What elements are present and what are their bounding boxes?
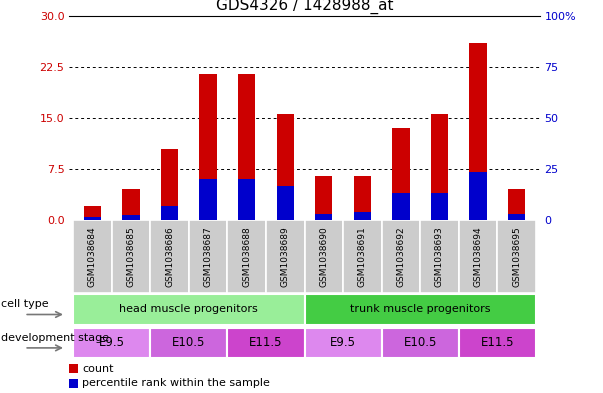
Bar — [315, 176, 332, 220]
Text: GSM1038688: GSM1038688 — [242, 226, 251, 287]
Bar — [382, 327, 459, 358]
Text: GSM1038685: GSM1038685 — [127, 226, 136, 287]
Bar — [150, 220, 189, 293]
Bar — [392, 128, 409, 220]
Bar — [277, 186, 294, 220]
Bar — [69, 364, 78, 373]
Text: E10.5: E10.5 — [403, 336, 437, 349]
Text: E9.5: E9.5 — [330, 336, 356, 349]
Bar — [508, 189, 525, 220]
Text: E9.5: E9.5 — [99, 336, 125, 349]
Bar — [200, 73, 217, 220]
Text: E11.5: E11.5 — [249, 336, 283, 349]
Text: head muscle progenitors: head muscle progenitors — [119, 305, 258, 314]
Bar — [277, 114, 294, 220]
Bar — [497, 220, 536, 293]
Bar — [122, 189, 140, 220]
Bar — [508, 214, 525, 220]
Bar — [238, 73, 255, 220]
Bar — [392, 193, 409, 220]
Text: GSM1038686: GSM1038686 — [165, 226, 174, 287]
Text: GSM1038691: GSM1038691 — [358, 226, 367, 287]
Text: count: count — [82, 364, 113, 374]
Bar — [161, 206, 178, 220]
Bar — [469, 43, 487, 220]
Bar — [305, 220, 343, 293]
Bar — [459, 327, 536, 358]
Bar — [73, 294, 305, 325]
Text: GSM1038692: GSM1038692 — [396, 226, 405, 287]
Bar — [431, 114, 448, 220]
Text: GSM1038689: GSM1038689 — [281, 226, 289, 287]
Bar — [431, 193, 448, 220]
Title: GDS4326 / 1428988_at: GDS4326 / 1428988_at — [216, 0, 393, 15]
Text: GSM1038690: GSM1038690 — [320, 226, 328, 287]
Bar — [459, 220, 497, 293]
Bar — [266, 220, 305, 293]
Bar — [305, 327, 382, 358]
Bar — [122, 215, 140, 220]
Bar — [343, 220, 382, 293]
Bar — [161, 149, 178, 220]
Bar — [73, 327, 150, 358]
Text: GSM1038695: GSM1038695 — [512, 226, 521, 287]
Text: GSM1038693: GSM1038693 — [435, 226, 444, 287]
Bar — [189, 220, 227, 293]
Text: trunk muscle progenitors: trunk muscle progenitors — [350, 305, 490, 314]
Bar — [84, 206, 101, 220]
Bar — [238, 179, 255, 220]
Bar — [469, 173, 487, 220]
Bar — [305, 294, 536, 325]
Bar — [354, 212, 371, 220]
Bar — [200, 179, 217, 220]
Bar — [84, 217, 101, 220]
Text: GSM1038694: GSM1038694 — [473, 226, 482, 287]
Bar — [69, 379, 78, 388]
Text: development stage: development stage — [1, 333, 110, 343]
Text: GSM1038684: GSM1038684 — [88, 226, 97, 287]
Text: E10.5: E10.5 — [172, 336, 206, 349]
Bar — [73, 220, 112, 293]
Bar — [227, 327, 305, 358]
Text: E11.5: E11.5 — [481, 336, 514, 349]
Bar — [420, 220, 459, 293]
Bar — [112, 220, 150, 293]
Text: cell type: cell type — [1, 299, 49, 309]
Bar — [150, 327, 227, 358]
Bar — [382, 220, 420, 293]
Bar — [315, 214, 332, 220]
Bar — [227, 220, 266, 293]
Text: GSM1038687: GSM1038687 — [204, 226, 213, 287]
Bar — [354, 176, 371, 220]
Text: percentile rank within the sample: percentile rank within the sample — [82, 378, 270, 388]
